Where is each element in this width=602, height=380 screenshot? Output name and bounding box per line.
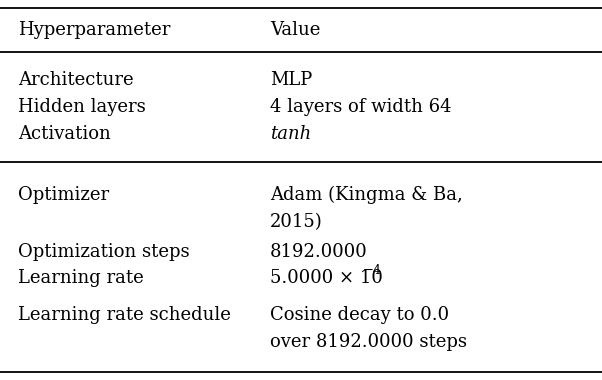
- Text: 8192.0000: 8192.0000: [270, 243, 368, 261]
- Text: Learning rate: Learning rate: [18, 269, 144, 287]
- Text: over 8192.0000 steps: over 8192.0000 steps: [270, 333, 467, 351]
- Text: Hidden layers: Hidden layers: [18, 98, 146, 116]
- Text: MLP: MLP: [270, 71, 312, 89]
- Text: 4 layers of width 64: 4 layers of width 64: [270, 98, 452, 116]
- Text: Cosine decay to 0.0: Cosine decay to 0.0: [270, 306, 449, 324]
- Text: Adam (Kingma & Ba,: Adam (Kingma & Ba,: [270, 186, 463, 204]
- Text: Architecture: Architecture: [18, 71, 134, 89]
- Text: 5.0000 × 10: 5.0000 × 10: [270, 269, 383, 287]
- Text: Value: Value: [270, 21, 320, 39]
- Text: 2015): 2015): [270, 213, 323, 231]
- Text: Activation: Activation: [18, 125, 111, 143]
- Text: tanh: tanh: [270, 125, 311, 143]
- Text: −4: −4: [363, 264, 382, 277]
- Text: Optimization steps: Optimization steps: [18, 243, 190, 261]
- Text: Hyperparameter: Hyperparameter: [18, 21, 170, 39]
- Text: Optimizer: Optimizer: [18, 186, 109, 204]
- Text: Learning rate schedule: Learning rate schedule: [18, 306, 231, 324]
